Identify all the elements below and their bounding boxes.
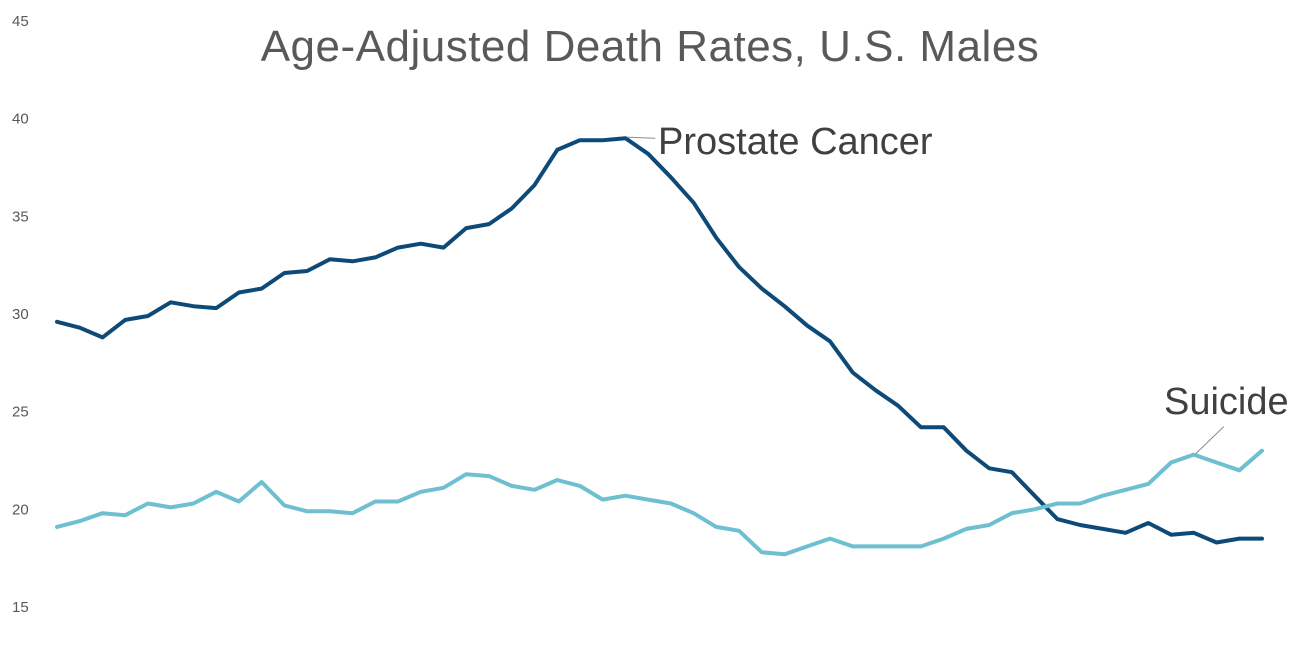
annotation-prostate-cancer: Prostate Cancer bbox=[658, 121, 933, 163]
series-line-suicide bbox=[55, 448, 1264, 557]
y-tick-label: 40 bbox=[12, 111, 29, 128]
y-axis-ticks: 15 20 25 30 35 40 45 bbox=[12, 13, 29, 616]
y-tick-label: 30 bbox=[12, 306, 29, 323]
annotation-leader-line bbox=[1195, 426, 1225, 454]
y-tick-label: 45 bbox=[12, 13, 29, 30]
annotation-leader-line bbox=[627, 136, 656, 139]
y-tick-label: 25 bbox=[12, 404, 29, 421]
chart-title: Age-Adjusted Death Rates, U.S. Males bbox=[260, 22, 1040, 71]
series-annotations: Prostate Cancer Suicide bbox=[627, 121, 1289, 454]
series-line-prostate-cancer bbox=[55, 136, 1264, 545]
y-tick-label: 35 bbox=[12, 208, 29, 225]
annotation-suicide: Suicide bbox=[1164, 381, 1289, 423]
y-tick-label: 20 bbox=[12, 501, 29, 518]
y-tick-label: 15 bbox=[12, 599, 29, 616]
series-lines bbox=[55, 136, 1264, 557]
